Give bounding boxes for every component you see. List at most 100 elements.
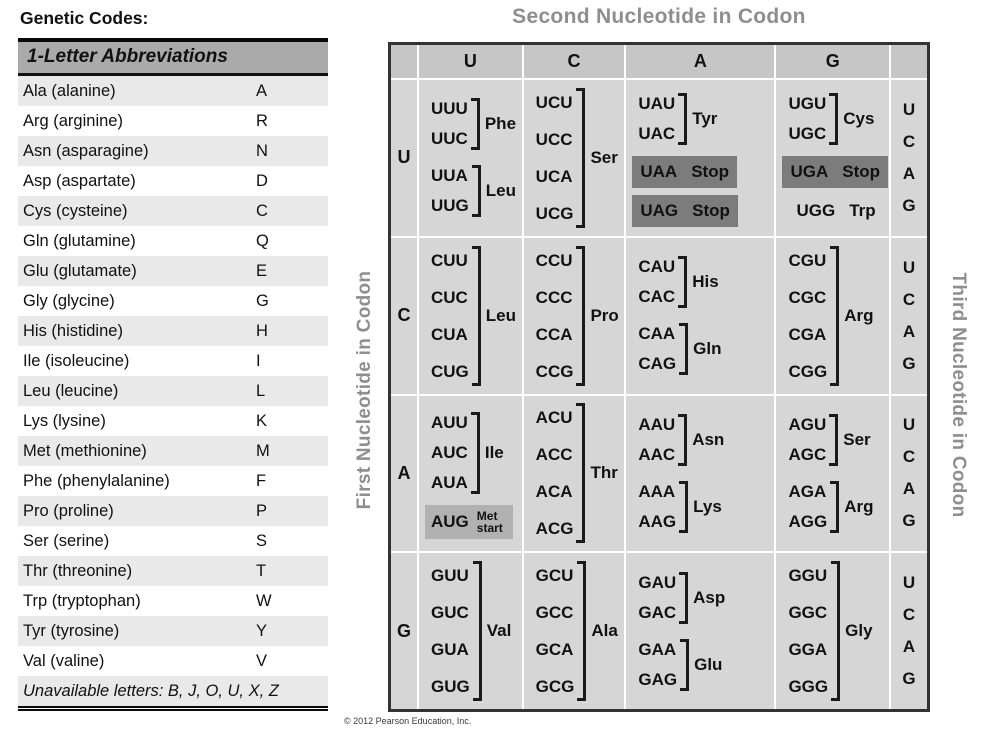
second-nucleotide-header: G	[776, 45, 889, 78]
amino-acid-label: Asn	[692, 429, 725, 449]
page-title: Genetic Codes:	[20, 8, 149, 28]
abbrev-row: Trp (tryptophan) W	[18, 586, 328, 616]
amino-acid-name: Asp (aspartate)	[23, 171, 136, 190]
codon-group-bracket	[679, 323, 689, 376]
codon-list: AAU AAC	[638, 410, 675, 470]
codon-group: GUU GUC GUA GUG Val	[431, 557, 522, 705]
codon-header-corner	[391, 45, 417, 78]
first-nucleotide-cell: G	[391, 553, 417, 709]
codon: UGG	[796, 200, 836, 220]
copyright-text: © 2012 Pearson Education, Inc.	[344, 716, 472, 726]
abbrev-row: His (histidine) H	[18, 316, 328, 346]
codon: AGC	[788, 444, 827, 464]
first-nucleotide-axis-title: First Nucleotide in Codon	[354, 270, 375, 510]
third-nucleotide-letter: G	[902, 353, 916, 373]
amino-acid-label: Gly	[845, 621, 873, 641]
abbrev-table-body: Ala (alanine) A Arg (arginine) R Asn (aspara…	[18, 76, 328, 676]
codon-group: UAU UAC Tyr	[638, 89, 774, 149]
second-nucleotide-header: U	[419, 45, 522, 78]
codon-list: CAU CAC	[638, 252, 675, 312]
stop-codon-highlight: UGA Stop	[782, 155, 889, 188]
codon: AUA	[431, 472, 468, 492]
third-nucleotide-letter: U	[902, 415, 916, 435]
codon: GGU	[788, 566, 828, 586]
amino-acid-letter: Q	[256, 231, 269, 250]
codon: CAC	[638, 287, 676, 307]
stop-codon-highlight: UAA Stop	[632, 155, 737, 188]
third-nucleotide-axis-title: Third Nucleotide in Codon	[948, 272, 969, 518]
codon-group-bracket	[471, 165, 481, 218]
codon: GCA	[535, 640, 574, 660]
abbrev-row: Glu (glutamate) E	[18, 256, 328, 286]
codon: CUU	[431, 250, 468, 270]
amino-acid-letter: D	[256, 171, 268, 190]
amino-acid-label: Arg	[844, 496, 874, 516]
codon: UCC	[535, 129, 573, 149]
abbrev-row: Arg (arginine) R	[18, 106, 328, 136]
abbrev-row: Asn (asparagine) N	[18, 136, 328, 166]
abbrev-row: Pro (proline) P	[18, 496, 328, 526]
abbrev-row: Asp (aspartate) D	[18, 166, 328, 196]
abbrev-row: Ala (alanine) A	[18, 76, 328, 106]
codon: UCA	[535, 166, 573, 186]
amino-acid-name: Pro (proline)	[23, 501, 114, 520]
amino-acid-letter: I	[256, 351, 261, 370]
amino-acid-name: Ser (serine)	[23, 531, 110, 550]
amino-acid-name: Asn (asparagine)	[23, 141, 149, 160]
amino-acid-label: Arg	[844, 305, 874, 325]
codon-group-bracket	[576, 245, 586, 386]
codon-list: UUU UUC	[431, 94, 468, 154]
amino-acid-name: His (histidine)	[23, 321, 123, 340]
amino-acid-letter: C	[256, 201, 268, 220]
codon: GGG	[788, 677, 829, 697]
codon: AGG	[788, 511, 828, 531]
first-nucleotide-cell: U	[391, 80, 417, 236]
third-nucleotide-letter: A	[902, 479, 916, 499]
codon-cell: UUU UUC Phe UUA UUG Leu	[419, 80, 522, 236]
codon-group: CCU CCC CCA CCG Pro	[536, 242, 625, 390]
amino-acid-name: Ile (isoleucine)	[23, 351, 130, 370]
amino-acid-name: Thr (threonine)	[23, 561, 133, 580]
amino-acid-letter: N	[256, 141, 268, 160]
codon-list: GAU GAC	[638, 568, 676, 628]
codon: CUG	[431, 361, 469, 381]
abbrev-row: Ser (serine) S	[18, 526, 328, 556]
codon-group-bracket	[576, 87, 586, 228]
codon-group-bracket	[576, 403, 586, 544]
amino-acid-name: Val (valine)	[23, 651, 105, 670]
codon: CCC	[535, 287, 573, 307]
codon-group: AUU AUC AUA Ile	[431, 408, 522, 498]
codon: AUG	[431, 511, 469, 531]
third-nucleotide-letter: G	[902, 511, 916, 531]
third-nucleotide-letter: G	[902, 669, 916, 688]
amino-acid-label: Thr	[590, 463, 618, 483]
amino-acid-letter: L	[256, 381, 266, 400]
codon: CGC	[788, 287, 827, 307]
amino-acid-letter: F	[256, 471, 267, 490]
codon: AGU	[788, 414, 827, 434]
codon: AAA	[638, 481, 676, 501]
amino-acid-label: Ala	[591, 621, 618, 641]
codon: AGA	[788, 481, 827, 501]
third-nucleotide-letter: U	[902, 99, 916, 119]
codon-group: GAA GAG Glu	[638, 635, 774, 695]
third-nucleotide-letter: U	[902, 573, 916, 593]
amino-acid-label: Val	[486, 621, 512, 641]
amino-acid-label: Ser	[590, 147, 618, 167]
codon-list: UAU UAC	[638, 89, 675, 149]
codon: GGA	[788, 640, 828, 660]
codon-cell: AGU AGC Ser AGA AGG Arg	[776, 395, 889, 552]
codon: ACG	[535, 519, 574, 539]
amino-acid-name: Phe (phenylalanine)	[23, 471, 170, 490]
codon: GUU	[431, 566, 469, 586]
label-line: start	[476, 520, 503, 535]
codon-group-bracket	[829, 413, 839, 466]
amino-acid-label: Ile	[484, 442, 504, 462]
codon: GCG	[535, 677, 575, 697]
first-nucleotide-cell: A	[391, 395, 417, 552]
amino-acid-letter: V	[256, 651, 268, 670]
third-nucleotide-letter: A	[902, 163, 916, 183]
codon-group-bracket	[831, 561, 841, 702]
codon-cell: CAU CAC His CAA CAG Gln	[626, 237, 775, 394]
